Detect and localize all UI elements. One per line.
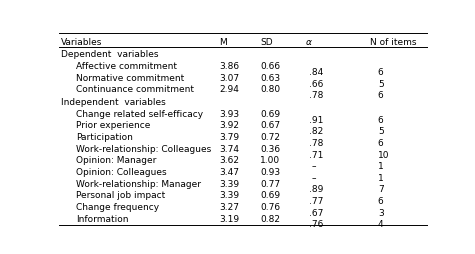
Text: SD: SD (260, 38, 273, 47)
Text: 6: 6 (378, 68, 383, 77)
Text: Change frequency: Change frequency (76, 203, 159, 212)
Text: 0.77: 0.77 (260, 180, 280, 189)
Text: Affective commitment: Affective commitment (76, 62, 177, 71)
Text: Prior experience: Prior experience (76, 121, 150, 131)
Text: 3.39: 3.39 (219, 191, 239, 200)
Text: Opinion: Manager: Opinion: Manager (76, 156, 156, 165)
Text: .84: .84 (309, 68, 323, 77)
Text: 3.39: 3.39 (219, 180, 239, 189)
Text: 3.74: 3.74 (219, 145, 239, 154)
Text: Opinion: Colleagues: Opinion: Colleagues (76, 168, 167, 177)
Text: .89: .89 (309, 185, 323, 195)
Text: –: – (311, 162, 315, 171)
Text: .91: .91 (309, 116, 323, 125)
Text: .82: .82 (309, 127, 323, 136)
Text: 0.72: 0.72 (260, 133, 280, 142)
Text: 4: 4 (378, 220, 383, 229)
Text: α: α (306, 38, 312, 47)
Text: 3.19: 3.19 (219, 215, 239, 224)
Text: .78: .78 (309, 91, 323, 100)
Text: Change related self-efficacy: Change related self-efficacy (76, 110, 203, 119)
Text: 3.47: 3.47 (219, 168, 239, 177)
Text: 3.79: 3.79 (219, 133, 239, 142)
Text: 0.82: 0.82 (260, 215, 280, 224)
Text: 0.63: 0.63 (260, 74, 280, 83)
Text: .77: .77 (309, 197, 323, 206)
Text: 3.92: 3.92 (219, 121, 239, 131)
Text: .76: .76 (309, 220, 323, 229)
Text: 5: 5 (378, 127, 383, 136)
Text: 0.69: 0.69 (260, 110, 280, 119)
Text: 3.62: 3.62 (219, 156, 239, 165)
Text: 1: 1 (378, 162, 383, 171)
Text: Personal job impact: Personal job impact (76, 191, 165, 200)
Text: 3.27: 3.27 (219, 203, 239, 212)
Text: 5: 5 (378, 80, 383, 89)
Text: 0.69: 0.69 (260, 191, 280, 200)
Text: Participation: Participation (76, 133, 133, 142)
Text: Work-relationship: Colleagues: Work-relationship: Colleagues (76, 145, 211, 154)
Text: 3.93: 3.93 (219, 110, 239, 119)
Text: 3.86: 3.86 (219, 62, 239, 71)
Text: 6: 6 (378, 91, 383, 100)
Text: Dependent  variables: Dependent variables (61, 51, 159, 59)
Text: .78: .78 (309, 139, 323, 148)
Text: 0.36: 0.36 (260, 145, 280, 154)
Text: 2.94: 2.94 (219, 85, 239, 94)
Text: 1: 1 (378, 174, 383, 183)
Text: 3: 3 (378, 209, 383, 218)
Text: –: – (311, 174, 315, 183)
Text: 0.67: 0.67 (260, 121, 280, 131)
Text: .66: .66 (309, 80, 323, 89)
Text: 6: 6 (378, 116, 383, 125)
Text: .71: .71 (309, 151, 323, 160)
Text: 0.66: 0.66 (260, 62, 280, 71)
Text: M: M (219, 38, 227, 47)
Text: 6: 6 (378, 197, 383, 206)
Text: 7: 7 (378, 185, 383, 195)
Text: .67: .67 (309, 209, 323, 218)
Text: 0.93: 0.93 (260, 168, 280, 177)
Text: Variables: Variables (61, 38, 103, 47)
Text: 0.76: 0.76 (260, 203, 280, 212)
Text: Continuance commitment: Continuance commitment (76, 85, 194, 94)
Text: 10: 10 (378, 151, 389, 160)
Text: Work-relationship: Manager: Work-relationship: Manager (76, 180, 201, 189)
Text: 6: 6 (378, 139, 383, 148)
Text: Normative commitment: Normative commitment (76, 74, 184, 83)
Text: 0.80: 0.80 (260, 85, 280, 94)
Text: Independent  variables: Independent variables (61, 98, 166, 107)
Text: 3.07: 3.07 (219, 74, 239, 83)
Text: 1.00: 1.00 (260, 156, 280, 165)
Text: N of items: N of items (370, 38, 417, 47)
Text: Information: Information (76, 215, 128, 224)
